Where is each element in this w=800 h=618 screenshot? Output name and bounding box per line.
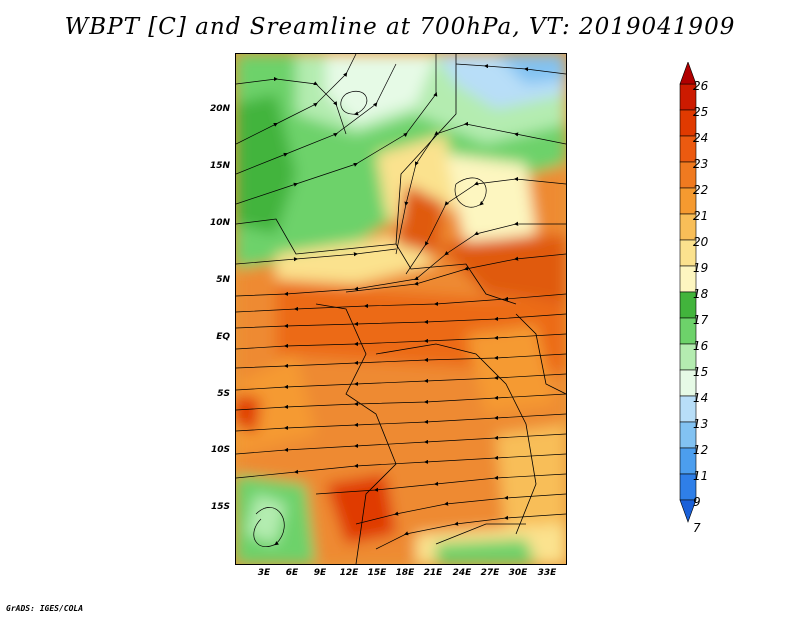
lon-label: 30E <box>508 568 528 578</box>
lat-label: 10S <box>210 445 230 455</box>
colorbar-label: 14 <box>693 391 709 405</box>
lat-label: 5N <box>216 275 230 285</box>
streamlines <box>236 54 566 550</box>
colorbar-label: 15 <box>693 365 709 379</box>
lon-label: 9E <box>313 568 327 578</box>
colorbar-label: 18 <box>693 287 709 301</box>
colorbar <box>679 62 697 523</box>
lon-label: 3E <box>257 568 271 578</box>
colorbar-label: 24 <box>693 131 709 145</box>
colorbar-label: 19 <box>693 261 709 275</box>
lat-label: 15S <box>210 502 230 512</box>
colorbar-bottom-triangle <box>679 499 697 523</box>
colorbar-label: 21 <box>693 209 709 223</box>
colorbar-label: 12 <box>693 443 709 457</box>
colorbar-label: 26 <box>693 79 709 93</box>
lon-label: 18E <box>395 568 415 578</box>
lon-label: 15E <box>367 568 387 578</box>
lon-label: 33E <box>537 568 557 578</box>
lat-label: 15N <box>209 161 230 171</box>
colorbar-label: 17 <box>693 313 709 327</box>
map-title: WBPT [C] and Sreamline at 700hPa, VT: 20… <box>64 14 736 40</box>
lon-label: 27E <box>480 568 500 578</box>
colorbar-top-triangle <box>679 62 697 85</box>
wbpt-field-map <box>236 54 566 564</box>
lat-label: 10N <box>209 218 230 228</box>
lat-label: EQ <box>216 332 230 342</box>
map-plot-area <box>235 53 567 565</box>
lon-label: 21E <box>423 568 443 578</box>
grads-credit: GrADS: IGES/COLA <box>6 604 84 613</box>
colorbar-label: 23 <box>693 157 709 171</box>
colorbar-label: 22 <box>693 183 709 197</box>
colorbar-label: 20 <box>693 235 709 249</box>
colorbar-label: 25 <box>693 105 709 119</box>
lon-label: 12E <box>339 568 359 578</box>
colorbar-label: 11 <box>693 469 709 483</box>
colorbar-label: 9 <box>693 495 701 509</box>
lon-label: 24E <box>452 568 472 578</box>
colorbar-label: 13 <box>693 417 709 431</box>
lat-label: 20N <box>209 104 230 114</box>
lat-label: 5S <box>217 389 230 399</box>
lon-label: 6E <box>285 568 299 578</box>
colorbar-label: 7 <box>693 521 701 535</box>
colorbar-label: 16 <box>693 339 709 353</box>
